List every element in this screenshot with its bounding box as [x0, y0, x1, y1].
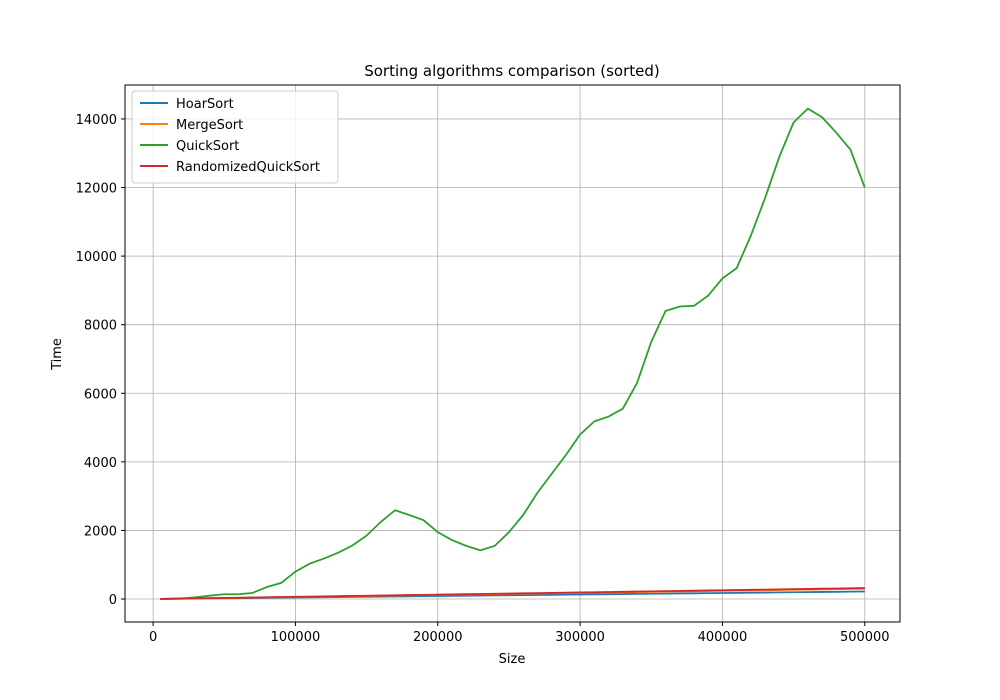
- legend-box: [131, 90, 339, 184]
- series-line: [160, 587, 865, 600]
- y-tick-label: 8000: [84, 319, 117, 334]
- x-tick-label: 400000: [698, 630, 748, 645]
- y-tick-label: 6000: [84, 387, 117, 402]
- plot-frame: [124, 84, 901, 623]
- legend: HoarSort MergeSort QuickSort RandomizedQuic…: [131, 90, 339, 184]
- x-tick-label: 200000: [413, 630, 463, 645]
- x-tick-label: 500000: [840, 630, 890, 645]
- x-tick-label: 0: [149, 630, 157, 645]
- y-tick-label: 14000: [76, 113, 117, 128]
- x-axis-label: Size: [499, 652, 526, 667]
- x-tick-label: 300000: [555, 630, 605, 645]
- y-tick-label: 10000: [76, 250, 117, 265]
- legend-label: HoarSort: [176, 97, 234, 112]
- series-line: [160, 107, 866, 600]
- legend-label: MergeSort: [176, 118, 243, 133]
- y-tick-label: 2000: [84, 524, 117, 539]
- legend-label: QuickSort: [176, 139, 239, 154]
- y-tick-label: 0: [109, 593, 117, 608]
- legend-label: RandomizedQuickSort: [176, 160, 320, 175]
- chart-title: Sorting algorithms comparison (sorted): [364, 62, 660, 80]
- y-axis-label: Time: [50, 338, 65, 371]
- y-tick-label: 12000: [76, 182, 117, 197]
- y-tick-label: 4000: [84, 456, 117, 471]
- x-tick-label: 100000: [271, 630, 321, 645]
